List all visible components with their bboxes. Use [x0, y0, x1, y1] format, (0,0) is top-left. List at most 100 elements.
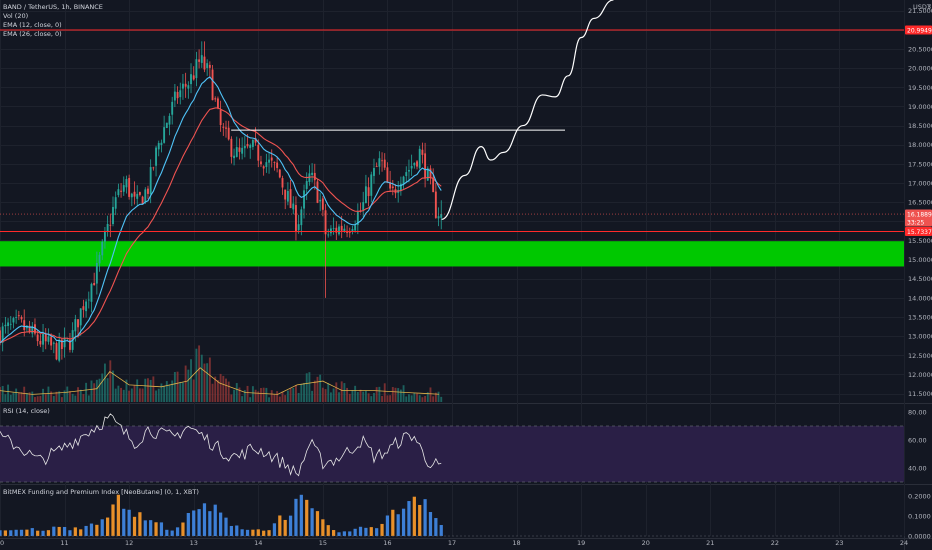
funding-bar	[332, 530, 336, 536]
volume-bar	[426, 392, 429, 402]
candle-body	[278, 169, 281, 178]
candle-body	[286, 191, 289, 202]
volume-bar	[82, 394, 85, 402]
funding-bar	[30, 528, 34, 536]
candle-body	[324, 210, 327, 235]
funding-bar	[192, 510, 196, 536]
volume-bar	[42, 388, 44, 402]
candle-body	[147, 188, 149, 194]
candle-body	[437, 216, 440, 219]
funding-bar	[326, 525, 330, 536]
candle-body	[0, 330, 1, 343]
candle-body	[152, 167, 155, 169]
volume-bar	[50, 391, 53, 402]
volume-bar	[324, 389, 327, 402]
candle-body	[103, 231, 106, 242]
currency-label[interactable]: USDT	[913, 3, 931, 11]
candle-body	[241, 147, 244, 154]
legend-ema26[interactable]: EMA (26, close, 0)	[3, 30, 62, 38]
support-zone	[0, 241, 904, 267]
candle-body	[42, 333, 44, 345]
time-tick: 15	[319, 539, 327, 547]
legend-ema12[interactable]: EMA (12, close, 0)	[3, 21, 62, 29]
volume-bar	[25, 393, 28, 402]
price-tick: 20.0000	[908, 65, 932, 73]
rsi-tick: 40.00	[908, 465, 927, 473]
price-tag-box	[905, 209, 932, 219]
candle-body	[114, 197, 117, 209]
volume-bar	[211, 383, 214, 402]
candle-body	[74, 319, 77, 332]
price-tick: 17.0000	[908, 180, 932, 188]
ema26-line	[0, 107, 442, 344]
volume-bar	[319, 374, 322, 402]
candle-body	[55, 343, 58, 360]
rsi-legend[interactable]: RSI (14, close)	[3, 407, 50, 415]
volume-bar	[241, 396, 244, 402]
funding-bar	[154, 522, 158, 536]
candle-body	[95, 262, 98, 284]
volume-bar	[214, 376, 217, 402]
currency-suffix: 3	[927, 3, 931, 11]
candle-body	[383, 159, 386, 168]
candle-body	[7, 322, 10, 327]
candle-body	[378, 158, 381, 167]
candle-body	[424, 153, 427, 179]
volume-bar	[39, 395, 42, 402]
candle-body	[235, 147, 238, 157]
candle-body	[141, 196, 144, 205]
volume-bar	[163, 385, 166, 402]
funding-bar	[321, 519, 325, 536]
candle-body	[133, 191, 136, 197]
candle-body	[87, 299, 90, 301]
legend-vol[interactable]: Vol (20)	[3, 12, 28, 20]
volume-bar	[98, 378, 101, 402]
funding-bar	[9, 530, 13, 536]
volume-bar	[434, 392, 437, 402]
candle-body	[136, 193, 139, 199]
time-tick: 18	[512, 539, 520, 547]
symbol-title[interactable]: BAND / TetherUS, 1h, BINANCE	[3, 3, 103, 11]
funding-bar	[0, 530, 2, 536]
volume-bar	[17, 392, 20, 402]
candle-body	[34, 324, 36, 334]
candle-body	[15, 317, 18, 318]
funding-bar	[46, 530, 51, 536]
volume-bar	[408, 394, 410, 402]
candle-body	[200, 55, 203, 63]
candle-body	[58, 340, 61, 361]
volume-bar	[184, 365, 187, 402]
price-tag-box	[905, 25, 932, 35]
candle-body	[23, 320, 26, 330]
funding-bar	[197, 509, 201, 536]
funding-legend[interactable]: BitMEX Funding and Premium Index [NeoBut…	[3, 488, 199, 496]
funding-bar	[428, 512, 433, 536]
volume-bar	[316, 376, 319, 402]
price-tick: 19.0000	[908, 103, 932, 111]
candle-body	[329, 228, 332, 234]
volume-bar	[389, 395, 392, 402]
time-tick: 23	[835, 539, 843, 547]
candle-body	[168, 115, 171, 125]
volume-bar	[399, 389, 402, 402]
volume-bar	[144, 378, 147, 402]
candle-body	[292, 203, 295, 210]
candle-body	[28, 325, 31, 332]
volume-bar	[12, 392, 15, 402]
funding-bar	[73, 527, 77, 536]
volume-bar	[179, 381, 182, 402]
volume-bar	[55, 391, 58, 402]
funding-bar	[36, 530, 40, 536]
candle-body	[187, 85, 190, 89]
volume-bar	[15, 388, 18, 402]
volume-bar	[130, 388, 133, 402]
volume-bar	[7, 384, 10, 402]
candle-body	[289, 189, 292, 209]
volume-bar	[31, 391, 34, 402]
price-tick: 12.0000	[908, 371, 932, 379]
